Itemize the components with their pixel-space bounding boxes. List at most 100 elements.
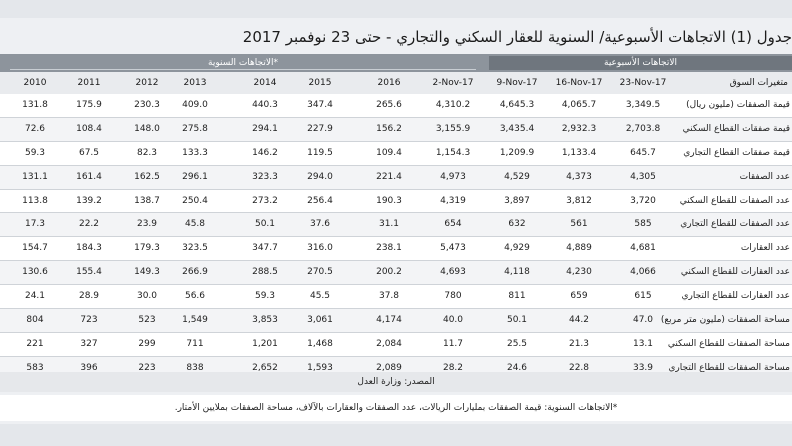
table-cell: 156.2 [376,123,402,134]
row-label: قيمة صفقات القطاع التجاري [683,147,790,158]
table-cell: 275.8 [182,123,208,134]
table-cell: 4,681 [630,243,656,254]
table-cell: 25.5 [506,338,528,349]
table-header: الاتجاهات الأسبوعية الاتجاهات السنوية* م… [0,54,792,94]
table-cell: 294.0 [307,171,333,182]
table-cell: 238.1 [376,243,402,254]
column-header: 2-Nov-17 [432,78,474,88]
row-label: عدد الصفقات للقطاع التجاري [680,219,790,230]
annual-group-label: الاتجاهات السنوية* [208,58,278,68]
bottom-band [0,424,792,446]
table-cell: 47.0 [632,315,654,326]
table-cell: 440.3 [252,100,278,110]
table-row: عدد العقارات للقطاع التجاري 615 659 811 … [0,285,792,310]
table-cell: 273.2 [252,195,278,206]
table-cell: 155.4 [76,267,102,278]
row-label: عدد الصفقات للقطاع السكني [679,195,790,206]
table-cell: 162.5 [134,171,160,182]
table-cell: 30.0 [136,291,158,302]
table-cell: 3,812 [566,195,592,206]
table-cell: 109.4 [376,147,402,158]
table-cell: 24.1 [24,291,46,302]
table-cell: 561 [570,219,588,230]
table-cell: 4,693 [440,267,466,278]
row-label: قيمة الصفقات (مليون ريال) [686,100,790,110]
table-cell: 723 [80,315,98,326]
table-row: مساحة الصفقات (مليون متر مربع) 47.0 44.2… [0,309,792,333]
weekly-group-header: الاتجاهات الأسبوعية [489,56,792,70]
table-body: قيمة الصفقات (مليون ريال) 3,349.5 4,065.… [0,94,792,381]
table-cell: 523 [138,315,156,326]
column-header: 16-Nov-17 [555,78,603,88]
table-cell: 59.3 [24,147,46,158]
annual-group-header: الاتجاهات السنوية* [0,56,486,70]
table-cell: 4,065.7 [561,100,597,110]
table-cell: 1,209.9 [499,147,535,158]
table-cell: 2,084 [376,338,402,349]
top-band [0,0,792,18]
row-label: عدد العقارات [740,243,790,254]
table-cell: 654 [444,219,462,230]
table-cell: 583 [26,362,44,373]
table-cell: 184.3 [76,243,102,254]
table-cell: 4,929 [504,243,530,254]
table-cell: 154.7 [22,243,48,254]
table-cell: 632 [508,219,526,230]
table-cell: 266.9 [182,267,208,278]
table-cell: 50.1 [254,219,276,230]
table-cell: 396 [80,362,98,373]
table-cell: 1,154.3 [435,147,471,158]
table-cell: 409.0 [182,100,208,110]
table-cell: 4,973 [440,171,466,182]
table-cell: 288.5 [252,267,278,278]
column-header: 2013 [183,78,207,88]
column-header-row: متغيرات السوق 23-Nov-17 16-Nov-17 9-Nov-… [0,72,792,94]
table-cell: 59.3 [254,291,276,302]
column-header: 9-Nov-17 [496,78,538,88]
table-cell: 72.6 [24,123,46,134]
table-cell: 223 [138,362,156,373]
table-cell: 4,174 [376,315,402,326]
table-row: قيمة صفقات القطاع السكني 2,703.8 2,932.3… [0,117,792,142]
table-cell: 2,652 [252,362,278,373]
table-cell: 148.0 [134,123,160,134]
source-note: المصدر: وزارة العدل [0,372,792,392]
column-header: 2011 [77,78,101,88]
table-row: عدد الصفقات للقطاع التجاري 585 561 632 6… [0,213,792,238]
table-cell: 28.9 [78,291,100,302]
table-cell: 131.1 [22,171,48,182]
table-cell: 2,089 [376,362,402,373]
table-cell: 17.3 [24,219,46,230]
table-cell: 4,529 [504,171,530,182]
table-cell: 4,310.2 [435,100,471,110]
table-row: قيمة الصفقات (مليون ريال) 3,349.5 4,065.… [0,94,792,118]
table-cell: 221 [26,338,44,349]
table-cell: 1,468 [307,338,333,349]
table-cell: 3,061 [307,315,333,326]
table-cell: 133.3 [182,147,208,158]
table-cell: 811 [508,291,526,302]
table-cell: 3,349.5 [625,100,661,110]
footnote: *الاتجاهات السنوية: قيمة الصفقات بمليارا… [0,395,792,421]
table-cell: 40.0 [442,315,464,326]
table-cell: 131.8 [22,100,48,110]
table-cell: 585 [634,219,652,230]
table-cell: 22.2 [78,219,100,230]
table-cell: 221.4 [376,171,402,182]
table-cell: 4,118 [504,267,530,278]
table-cell: 804 [26,315,44,326]
table-cell: 347.4 [307,100,333,110]
table-cell: 33.9 [632,362,654,373]
table-cell: 838 [186,362,204,373]
table-row: عدد العقارات 4,681 4,889 4,929 5,473 238… [0,237,792,262]
table-cell: 23.9 [136,219,158,230]
table-cell: 113.8 [22,195,48,206]
table-cell: 21.3 [568,338,590,349]
table-cell: 3,435.4 [499,123,535,134]
table-cell: 200.2 [376,267,402,278]
column-header: 2015 [308,78,332,88]
row-label: عدد العقارات للقطاع السكني [680,267,790,278]
table-cell: 161.4 [76,171,102,182]
table-cell: 45.5 [309,291,331,302]
table-cell: 138.7 [134,195,160,206]
